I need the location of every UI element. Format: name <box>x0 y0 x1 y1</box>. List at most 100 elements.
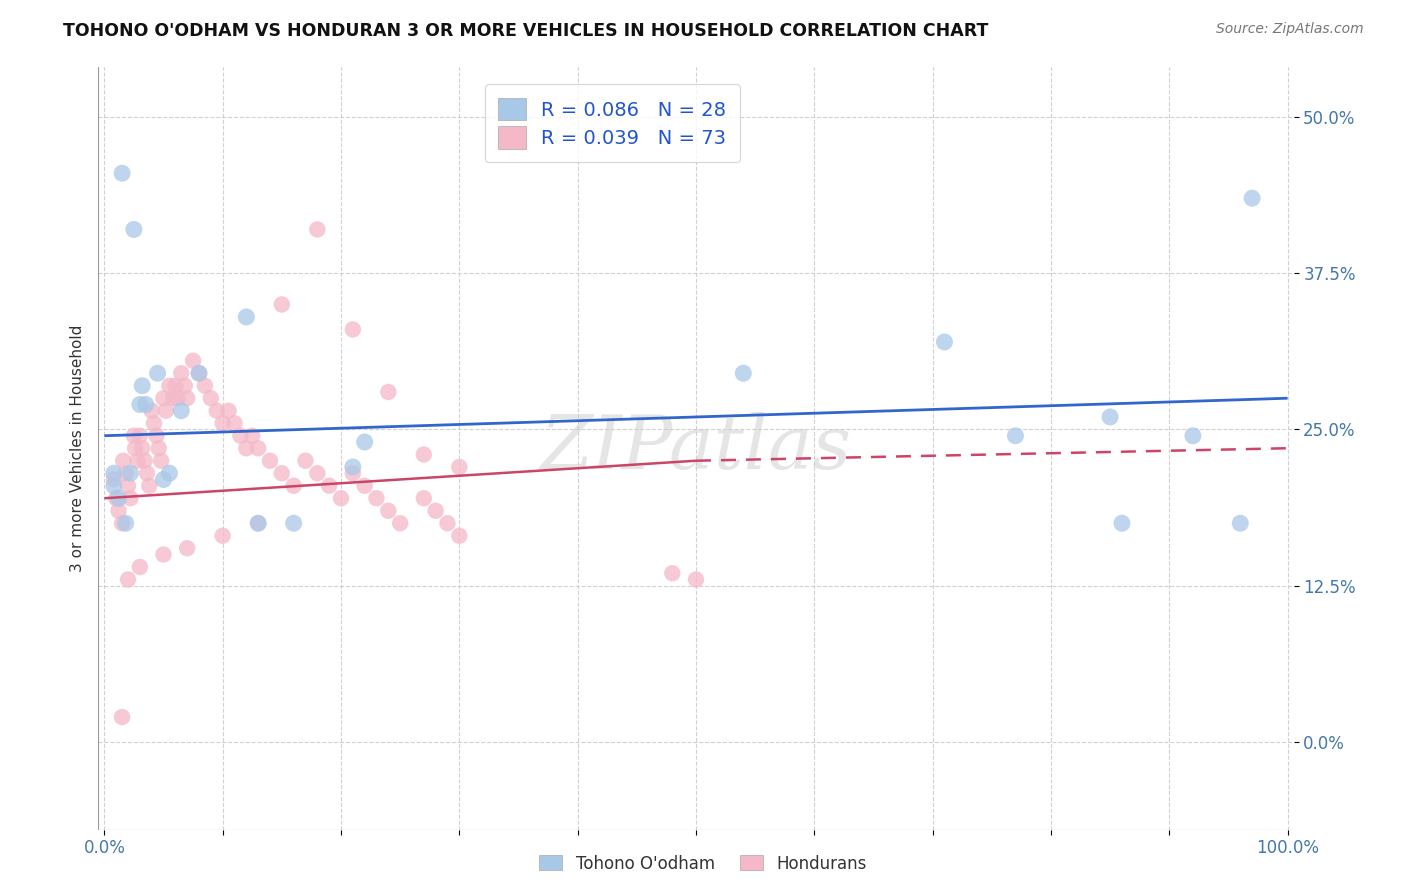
Point <box>307 467 329 481</box>
Point <box>389 516 412 531</box>
Point <box>366 491 388 506</box>
Point <box>412 448 434 462</box>
Point <box>342 322 364 336</box>
Point <box>205 403 228 417</box>
Point <box>107 504 129 518</box>
Point <box>152 391 174 405</box>
Point <box>181 353 204 368</box>
Point <box>152 548 174 562</box>
Point <box>114 467 136 481</box>
Point <box>170 403 193 417</box>
Point <box>307 222 329 236</box>
Point <box>934 334 956 349</box>
Point <box>259 454 281 468</box>
Point <box>1229 516 1251 531</box>
Point <box>188 366 211 380</box>
Point <box>173 378 195 392</box>
Point <box>143 416 166 430</box>
Point <box>170 366 193 380</box>
Point <box>685 573 707 587</box>
Point <box>194 378 217 392</box>
Legend: Tohono O'odham, Hondurans: Tohono O'odham, Hondurans <box>533 848 873 880</box>
Point <box>114 516 136 531</box>
Point <box>122 222 145 236</box>
Point <box>150 454 173 468</box>
Point <box>318 479 340 493</box>
Point <box>211 416 233 430</box>
Point <box>342 467 364 481</box>
Point <box>218 403 240 417</box>
Point <box>661 566 683 581</box>
Point <box>353 434 375 449</box>
Point <box>229 428 252 442</box>
Point <box>131 442 153 455</box>
Text: ZIPatlas: ZIPatlas <box>540 412 852 484</box>
Point <box>141 403 163 417</box>
Point <box>105 491 128 506</box>
Point <box>240 428 263 442</box>
Point <box>131 378 153 392</box>
Point <box>224 416 246 430</box>
Point <box>353 479 375 493</box>
Point <box>176 391 198 405</box>
Point <box>127 454 149 468</box>
Point <box>117 479 139 493</box>
Point <box>377 384 399 399</box>
Point <box>449 529 471 543</box>
Point <box>111 516 134 531</box>
Point <box>235 310 257 324</box>
Point <box>294 454 316 468</box>
Point <box>1111 516 1133 531</box>
Point <box>436 516 458 531</box>
Point <box>112 454 135 468</box>
Point <box>111 166 134 180</box>
Point <box>135 397 157 411</box>
Point <box>247 442 270 455</box>
Point <box>283 479 305 493</box>
Text: Source: ZipAtlas.com: Source: ZipAtlas.com <box>1216 22 1364 37</box>
Point <box>157 378 180 392</box>
Point <box>124 442 146 455</box>
Legend: R = 0.086   N = 28, R = 0.039   N = 73: R = 0.086 N = 28, R = 0.039 N = 73 <box>485 84 740 162</box>
Point <box>122 428 145 442</box>
Point <box>211 529 233 543</box>
Point <box>270 467 292 481</box>
Point <box>1099 409 1122 424</box>
Point <box>377 504 399 518</box>
Point <box>1181 428 1204 442</box>
Text: TOHONO O'ODHAM VS HONDURAN 3 OR MORE VEHICLES IN HOUSEHOLD CORRELATION CHART: TOHONO O'ODHAM VS HONDURAN 3 OR MORE VEH… <box>63 22 988 40</box>
Point <box>103 473 125 487</box>
Point <box>342 460 364 475</box>
Point <box>1241 191 1264 205</box>
Point <box>128 428 150 442</box>
Point <box>188 366 211 380</box>
Point <box>152 473 174 487</box>
Point <box>162 391 184 405</box>
Point <box>425 504 447 518</box>
Point <box>200 391 222 405</box>
Point <box>166 391 188 405</box>
Point <box>145 428 167 442</box>
Point <box>103 467 125 481</box>
Point <box>138 479 160 493</box>
Point <box>157 467 180 481</box>
Point <box>449 460 471 475</box>
Point <box>107 491 129 506</box>
Point <box>155 403 177 417</box>
Point <box>247 516 270 531</box>
Point <box>120 467 142 481</box>
Point <box>270 297 292 311</box>
Point <box>120 491 142 506</box>
Point <box>148 442 170 455</box>
Point <box>111 710 134 724</box>
Point <box>1004 428 1026 442</box>
Point <box>412 491 434 506</box>
Point <box>134 454 156 468</box>
Point <box>176 541 198 556</box>
Point <box>283 516 305 531</box>
Point <box>733 366 755 380</box>
Point <box>128 397 150 411</box>
Point <box>136 467 159 481</box>
Point <box>128 560 150 574</box>
Point <box>247 516 270 531</box>
